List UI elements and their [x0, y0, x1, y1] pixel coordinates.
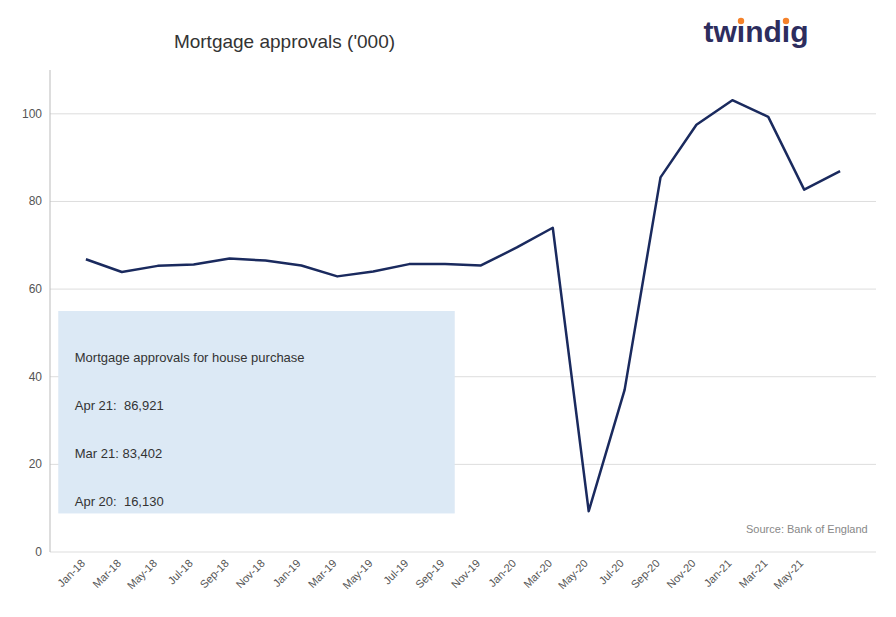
annotation-line: Mar 21: 83,402: [75, 446, 162, 461]
x-tick-label: Sep-19: [413, 557, 447, 591]
logo: twindig: [704, 15, 809, 48]
logo-dot: [783, 18, 789, 24]
x-tick-label: May-19: [340, 557, 374, 591]
grid-line: [50, 113, 876, 114]
background: [0, 0, 896, 617]
y-axis-line: [50, 70, 51, 552]
x-tick-label: Nov-19: [449, 557, 483, 591]
title: Mortgage approvals ('000): [174, 31, 395, 52]
x-tick-label: Mar-19: [306, 557, 339, 590]
x-tick-label: Nov-18: [233, 557, 267, 591]
annotation-title: Mortgage approvals for house purchase: [75, 350, 305, 365]
x-tick-label: Sep-20: [628, 557, 662, 591]
x-tick-label: Jan-21: [701, 557, 733, 589]
grid: [50, 114, 876, 552]
grid-line: [50, 289, 876, 290]
data-line: [86, 100, 840, 511]
x-tick-label: Jul-18: [165, 557, 195, 587]
logo-dot: [738, 18, 744, 24]
x-tick-label: May-21: [771, 557, 805, 591]
x-tick-label: Jan-18: [55, 557, 87, 589]
x-tick-label: May-18: [125, 557, 159, 591]
x-tick-label: Jan-19: [271, 557, 303, 589]
chart: 020406080100Jan-18Mar-18May-18Jul-18Sep-…: [0, 0, 896, 617]
x-tick-label: Mar-20: [521, 557, 554, 590]
x-tick-label: Mar-21: [737, 557, 770, 590]
annotation-line: Apr 20: 16,130: [75, 494, 164, 509]
x-tick-label: Mar-18: [90, 557, 123, 590]
x-tick-label: Jul-19: [381, 557, 411, 587]
y-tick-label: 80: [29, 194, 43, 208]
grid-line: [50, 201, 876, 202]
y-tick-label: 0: [35, 545, 42, 559]
annotation-line: Apr 21: 86,921: [75, 398, 164, 413]
x-tick-label: May-20: [556, 557, 590, 591]
plot-area: [86, 100, 840, 511]
x-tick-label: Sep-18: [197, 557, 231, 591]
y-tick-label: 100: [22, 107, 42, 121]
x-tick-label: Jul-20: [596, 557, 626, 587]
source: Source: Bank of England: [746, 523, 868, 535]
annotation-box: [58, 311, 454, 513]
y-tick-label: 40: [29, 370, 43, 384]
y-tick-label: 20: [29, 457, 43, 471]
x-tick-label: Nov-20: [664, 557, 698, 591]
x-tick-label: Jan-20: [486, 557, 518, 589]
grid-line: [50, 552, 876, 553]
y-tick-label: 60: [29, 282, 43, 296]
